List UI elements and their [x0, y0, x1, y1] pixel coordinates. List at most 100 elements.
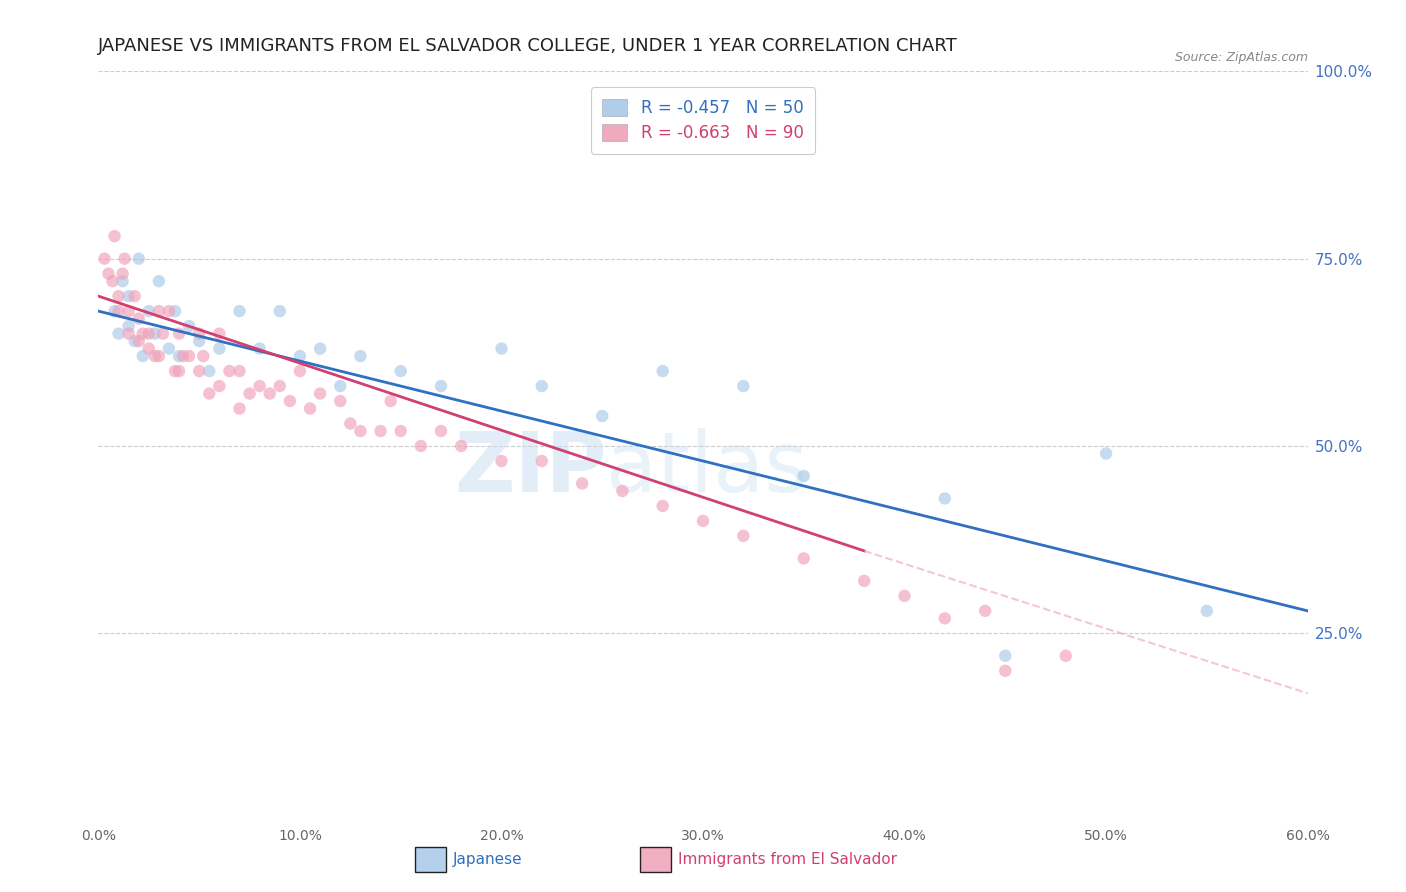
Point	[591, 409, 613, 423]
Point	[853, 574, 876, 588]
Point	[239, 386, 262, 401]
Point	[157, 342, 180, 356]
Point	[208, 342, 231, 356]
Point	[114, 252, 136, 266]
Text: Japanese: Japanese	[453, 853, 523, 867]
Point	[380, 394, 402, 409]
Point	[974, 604, 997, 618]
Point	[128, 311, 150, 326]
Point	[208, 379, 231, 393]
Point	[148, 349, 170, 363]
Point	[132, 326, 155, 341]
Point	[124, 334, 146, 348]
Point	[97, 267, 120, 281]
Point	[389, 364, 412, 378]
Point	[278, 394, 301, 409]
Point	[491, 342, 513, 356]
Point	[167, 349, 190, 363]
Point	[793, 551, 815, 566]
Point	[651, 499, 673, 513]
Point	[118, 289, 141, 303]
Point	[249, 342, 271, 356]
Point	[148, 304, 170, 318]
Point	[198, 386, 221, 401]
Point	[309, 386, 332, 401]
Point	[148, 274, 170, 288]
Point	[692, 514, 714, 528]
Point	[329, 394, 352, 409]
Point	[329, 379, 352, 393]
Point	[128, 334, 150, 348]
Text: JAPANESE VS IMMIGRANTS FROM EL SALVADOR COLLEGE, UNDER 1 YEAR CORRELATION CHART: JAPANESE VS IMMIGRANTS FROM EL SALVADOR …	[98, 37, 957, 54]
Point	[612, 483, 634, 498]
Point	[163, 304, 186, 318]
Point	[288, 349, 311, 363]
Point	[107, 304, 129, 318]
Point	[138, 304, 160, 318]
Point	[128, 252, 150, 266]
Point	[893, 589, 915, 603]
Point	[138, 342, 160, 356]
Point	[118, 319, 141, 334]
Text: atlas: atlas	[606, 428, 808, 509]
Point	[389, 424, 412, 438]
Point	[934, 611, 956, 625]
Point	[107, 289, 129, 303]
Text: ZIP: ZIP	[454, 428, 606, 509]
Point	[450, 439, 472, 453]
Point	[491, 454, 513, 468]
Point	[1054, 648, 1077, 663]
Point	[188, 334, 211, 348]
Point	[103, 304, 125, 318]
Point	[934, 491, 956, 506]
Point	[172, 349, 194, 363]
Point	[101, 274, 124, 288]
Point	[339, 417, 361, 431]
Point	[152, 326, 174, 341]
Point	[111, 274, 134, 288]
Point	[571, 476, 593, 491]
Point	[163, 364, 186, 378]
Text: Immigrants from El Salvador: Immigrants from El Salvador	[678, 853, 897, 867]
Point	[530, 379, 553, 393]
Point	[259, 386, 281, 401]
Text: Source: ZipAtlas.com: Source: ZipAtlas.com	[1174, 51, 1308, 64]
Point	[228, 364, 250, 378]
Point	[143, 326, 166, 341]
Point	[107, 326, 129, 341]
Point	[179, 319, 201, 334]
Point	[1195, 604, 1218, 618]
Point	[288, 364, 311, 378]
Point	[651, 364, 673, 378]
Point	[138, 326, 160, 341]
Point	[167, 364, 190, 378]
Point	[269, 304, 291, 318]
Point	[188, 364, 211, 378]
Point	[198, 364, 221, 378]
Point	[132, 349, 155, 363]
Point	[994, 664, 1017, 678]
Point	[349, 349, 371, 363]
Point	[530, 454, 553, 468]
Point	[118, 304, 141, 318]
Point	[269, 379, 291, 393]
Point	[409, 439, 432, 453]
Point	[349, 424, 371, 438]
Point	[430, 424, 453, 438]
Point	[299, 401, 322, 416]
Point	[103, 229, 125, 244]
Point	[430, 379, 453, 393]
Point	[228, 304, 250, 318]
Point	[143, 349, 166, 363]
Point	[309, 342, 332, 356]
Point	[118, 326, 141, 341]
Point	[167, 326, 190, 341]
Point	[124, 289, 146, 303]
Point	[179, 349, 201, 363]
Point	[157, 304, 180, 318]
Point	[193, 349, 215, 363]
Point	[218, 364, 240, 378]
Point	[793, 469, 815, 483]
Legend: R = -0.457   N = 50, R = -0.663   N = 90: R = -0.457 N = 50, R = -0.663 N = 90	[591, 87, 815, 153]
Point	[228, 401, 250, 416]
